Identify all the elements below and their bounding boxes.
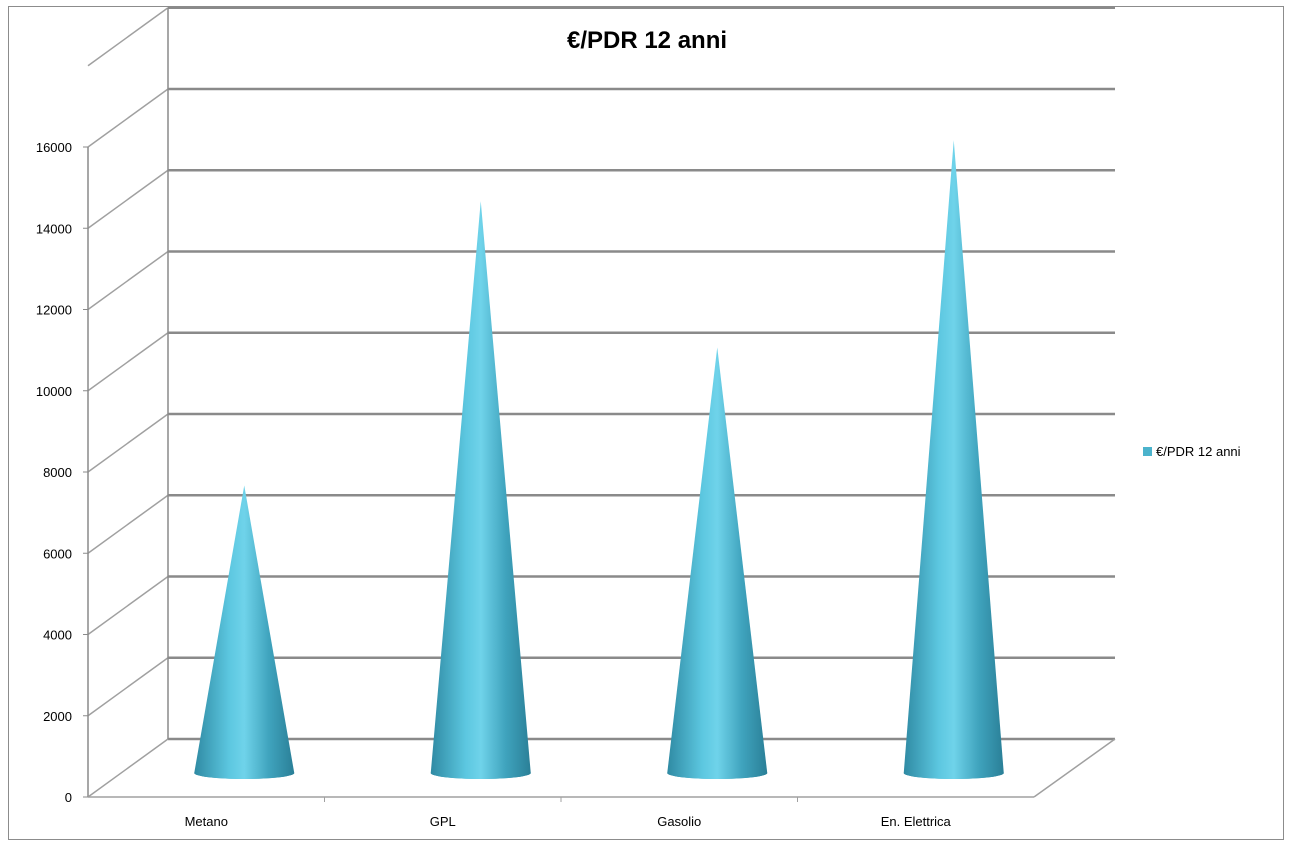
side-gridline [87, 332, 169, 392]
cone-body [667, 347, 768, 780]
side-gridline [87, 88, 169, 148]
cone-body [194, 485, 295, 779]
side-gridline [87, 413, 169, 473]
y-tick-label: 16000 [36, 140, 72, 155]
cone-body [903, 140, 1004, 780]
cone-metano [194, 485, 295, 779]
cone-en-elettrica [903, 140, 1004, 780]
y-tick-label: 6000 [43, 546, 72, 561]
chart-title: €/PDR 12 anni [566, 27, 728, 54]
y-tick-label: 12000 [36, 303, 72, 318]
y-tick-label: 10000 [36, 384, 72, 399]
legend-label: €/PDR 12 anni [1156, 444, 1241, 459]
x-category-label: GPL [430, 814, 456, 829]
side-gridline [87, 575, 169, 636]
cone-gpl [430, 201, 531, 780]
y-tick-label: 2000 [43, 709, 72, 724]
side-gridline [87, 738, 169, 798]
legend-swatch [1143, 447, 1152, 456]
x-category-label: Metano [185, 814, 228, 829]
cone-body [430, 201, 531, 780]
side-gridline [87, 250, 169, 311]
cone-gasolio [667, 347, 768, 780]
y-tick-label: 4000 [43, 628, 72, 643]
side-gridline [87, 657, 169, 717]
floor-right-edge [1033, 738, 1116, 798]
y-tick-label: 0 [65, 790, 72, 805]
y-tick-label: 8000 [43, 465, 72, 480]
x-category-label: Gasolio [657, 814, 701, 829]
side-gridline [87, 494, 169, 554]
y-tick-label: 14000 [36, 221, 72, 236]
x-category-label: En. Elettrica [881, 814, 952, 829]
side-gridline [87, 169, 169, 229]
side-gridline [87, 7, 169, 67]
